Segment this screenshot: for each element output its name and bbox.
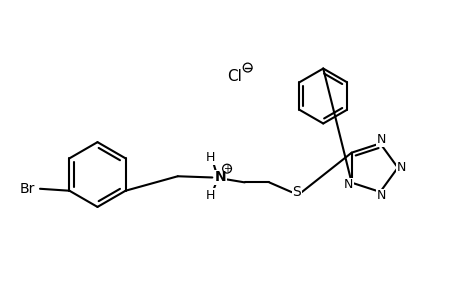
Text: Br: Br xyxy=(20,182,35,196)
Text: N: N xyxy=(396,161,406,174)
Text: H: H xyxy=(205,152,215,164)
Text: N: N xyxy=(214,170,225,184)
Text: Cl: Cl xyxy=(227,69,242,84)
Text: N: N xyxy=(376,189,385,202)
Text: +: + xyxy=(223,164,230,174)
Text: N: N xyxy=(376,133,385,146)
Text: S: S xyxy=(292,185,301,199)
Text: H: H xyxy=(205,189,215,202)
Text: N: N xyxy=(343,178,353,191)
